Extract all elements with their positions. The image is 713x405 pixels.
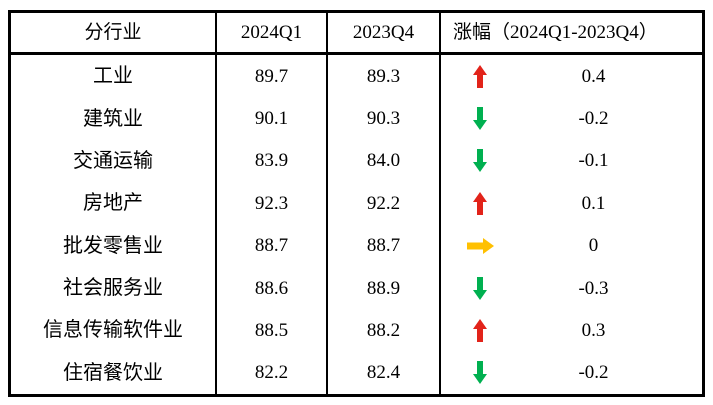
q1-2024-value: 89.7: [217, 55, 328, 98]
change-value: 0: [588, 235, 599, 257]
down-arrow-icon: [465, 361, 495, 385]
industry-label: 信息传输软件业: [11, 309, 217, 352]
change-cell: 0.1: [441, 182, 702, 224]
change-value: 0.4: [581, 65, 606, 87]
down-arrow-icon: [465, 107, 495, 131]
table-row: 房地产 92.3 92.2 0.1: [11, 182, 702, 225]
col-header-2023q4: 2023Q4: [328, 13, 441, 52]
industry-label: 社会服务业: [11, 266, 217, 310]
q1-2024-value: 88.7: [217, 224, 328, 267]
q1-2024-value: 83.9: [217, 139, 328, 183]
change-cell: 0.3: [441, 309, 702, 351]
change-cell: -0.1: [441, 140, 702, 182]
industry-label: 批发零售业: [11, 224, 217, 267]
q4-2023-value: 88.2: [328, 309, 441, 352]
down-arrow-icon: [465, 149, 495, 173]
change-cell: -0.2: [441, 352, 702, 394]
change-cell: 0.4: [441, 55, 702, 97]
change-value: -0.2: [578, 362, 609, 384]
change-cell: -0.2: [441, 97, 702, 139]
table-row: 建筑业 90.1 90.3 -0.2: [11, 97, 702, 140]
industry-climate-table: 分行业 2024Q1 2023Q4 涨幅（2024Q1-2023Q4） 工业 8…: [8, 10, 705, 397]
col-header-2024q1: 2024Q1: [217, 13, 328, 52]
up-arrow-icon: [465, 64, 495, 88]
up-arrow-icon: [465, 191, 495, 215]
down-arrow-icon: [465, 276, 495, 300]
col-header-industry: 分行业: [11, 13, 217, 52]
industry-label: 工业: [11, 55, 217, 98]
q4-2023-value: 88.9: [328, 266, 441, 310]
change-value: -0.2: [578, 108, 609, 130]
q1-2024-value: 82.2: [217, 351, 328, 394]
q4-2023-value: 82.4: [328, 351, 441, 394]
industry-label: 房地产: [11, 182, 217, 225]
table-row: 住宿餐饮业 82.2 82.4 -0.2: [11, 351, 702, 394]
right-arrow-icon: [465, 237, 495, 254]
up-arrow-icon: [465, 318, 495, 342]
table-row: 工业 89.7 89.3 0.4: [11, 55, 702, 98]
change-value: 0.3: [581, 319, 606, 341]
q4-2023-value: 88.7: [328, 224, 441, 267]
q4-2023-value: 89.3: [328, 55, 441, 98]
q1-2024-value: 90.1: [217, 97, 328, 140]
q1-2024-value: 92.3: [217, 182, 328, 225]
table-row: 批发零售业 88.7 88.7 0: [11, 224, 702, 267]
col-header-change: 涨幅（2024Q1-2023Q4）: [453, 22, 658, 43]
table-row: 信息传输软件业 88.5 88.2 0.3: [11, 309, 702, 352]
table-row: 交通运输 83.9 84.0 -0.1: [11, 139, 702, 183]
q4-2023-value: 92.2: [328, 182, 441, 225]
change-cell: 0: [441, 225, 702, 267]
industry-label: 建筑业: [11, 97, 217, 140]
industry-label: 交通运输: [11, 139, 217, 183]
q1-2024-value: 88.5: [217, 309, 328, 352]
change-value: -0.3: [578, 277, 609, 299]
table-header-row: 分行业 2024Q1 2023Q4 涨幅（2024Q1-2023Q4）: [11, 13, 702, 55]
q1-2024-value: 88.6: [217, 266, 328, 310]
change-cell: -0.3: [441, 267, 702, 309]
change-value: 0.1: [581, 192, 606, 214]
q4-2023-value: 90.3: [328, 97, 441, 140]
table-row: 社会服务业 88.6 88.9 -0.3: [11, 266, 702, 310]
q4-2023-value: 84.0: [328, 139, 441, 183]
industry-label: 住宿餐饮业: [11, 351, 217, 394]
change-value: -0.1: [578, 150, 609, 172]
